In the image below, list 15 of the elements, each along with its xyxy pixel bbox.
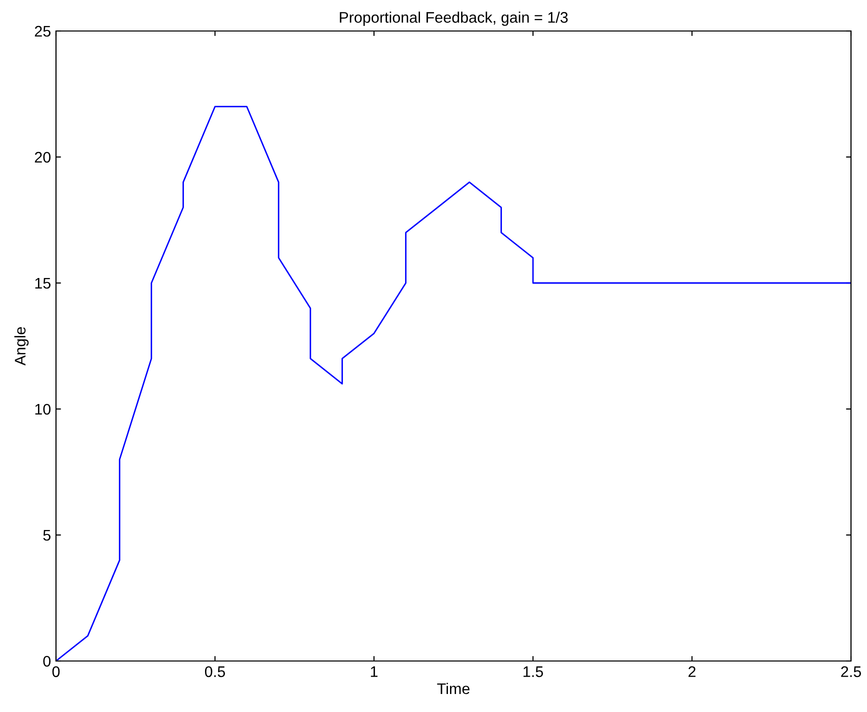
chart-title: Proportional Feedback, gain = 1/3: [340, 12, 568, 26]
y-tick-label: 10: [35, 404, 51, 415]
y-tick-label: 15: [35, 278, 50, 289]
x-tick-label: 1: [370, 666, 378, 677]
y-tick-label: 5: [43, 530, 50, 541]
y-tick-label: 25: [34, 26, 50, 37]
x-tick-label: 0: [52, 666, 60, 678]
y-tick-label: 20: [34, 152, 51, 163]
x-tick-label: 2: [688, 666, 696, 677]
x-axis-title: Time: [437, 682, 470, 694]
y-tick-label: 0: [43, 656, 51, 667]
y-axis-title: Angle: [14, 327, 29, 366]
x-tick-label: 1.5: [524, 666, 543, 678]
x-tick-label: 0.5: [204, 666, 225, 678]
x-tick-label: 2.5: [841, 666, 861, 678]
